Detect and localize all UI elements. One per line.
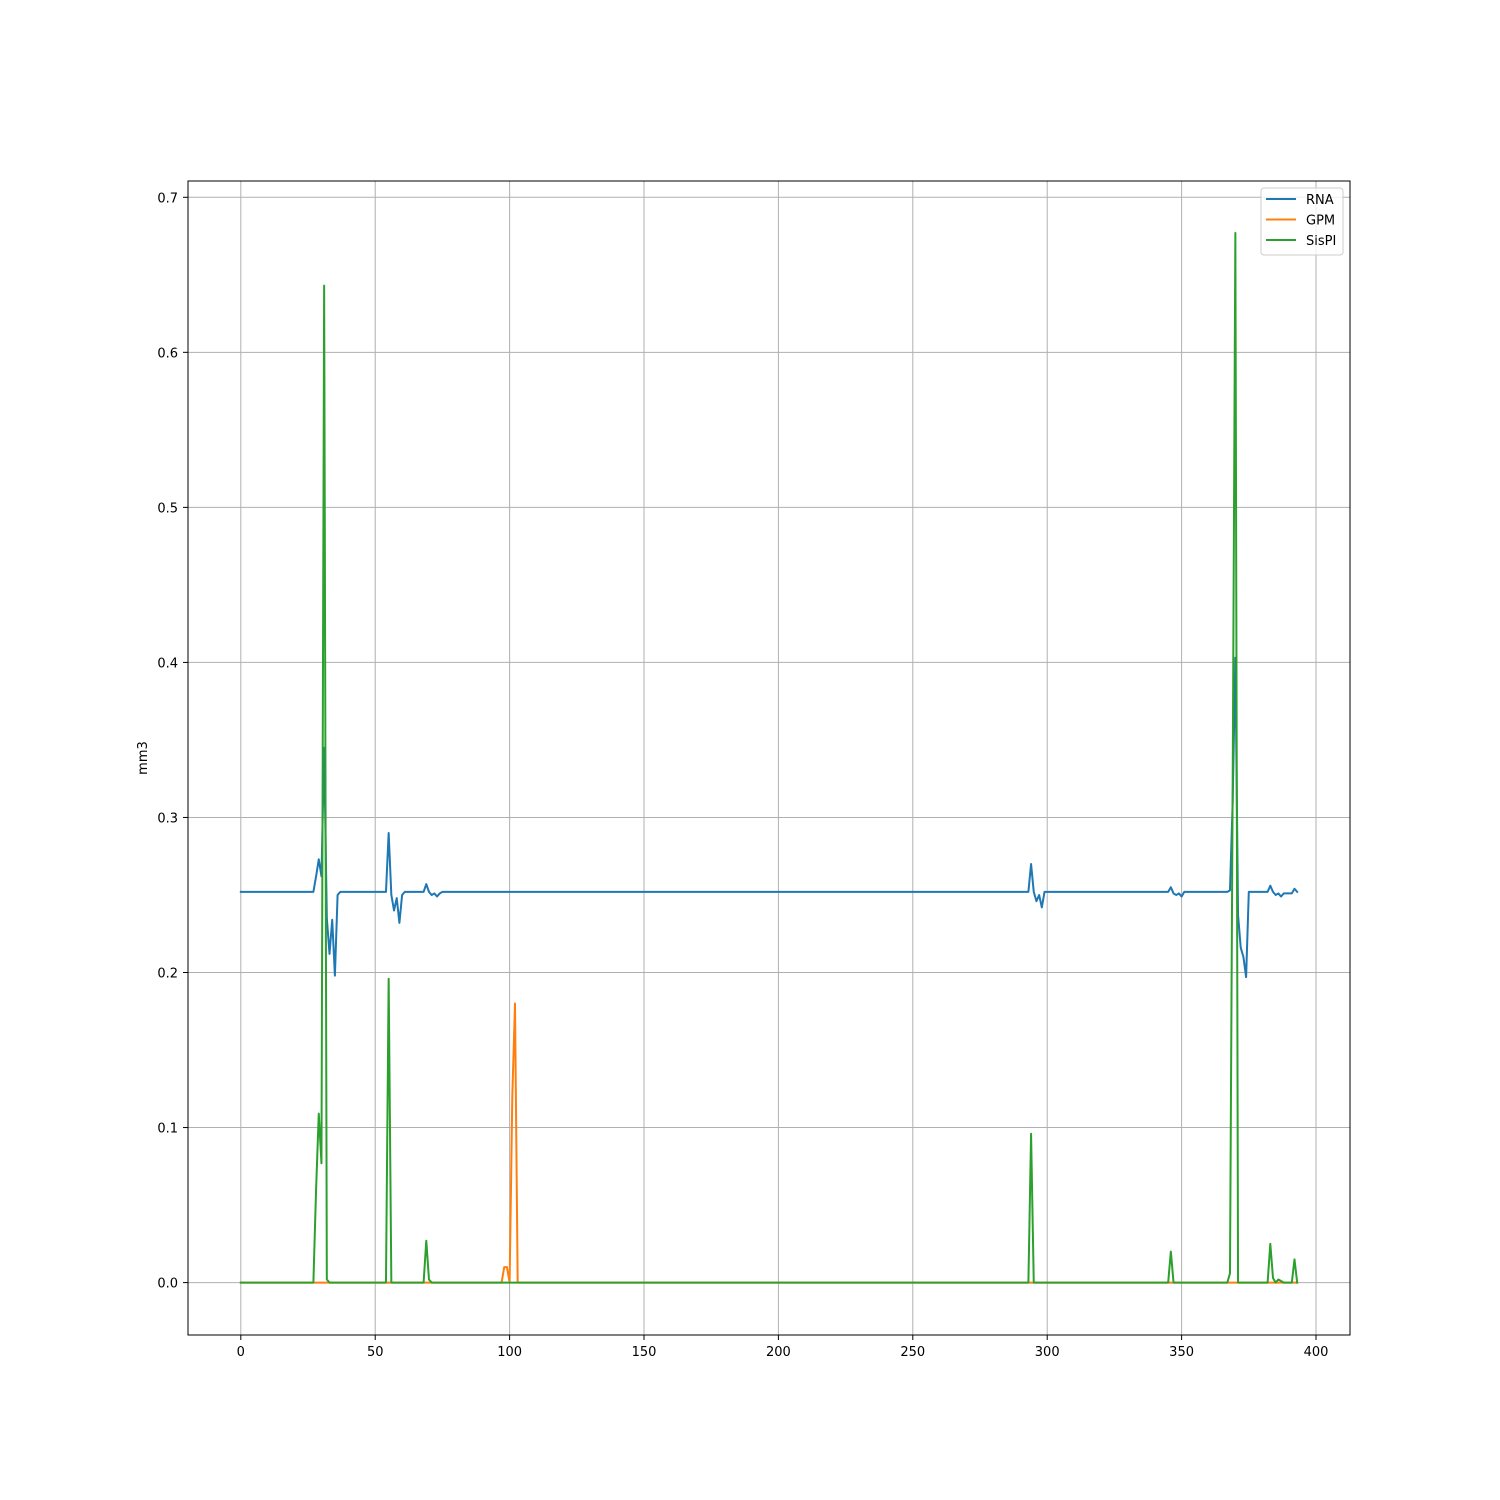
- legend-label-rna: RNA: [1306, 193, 1334, 208]
- x-tick-label: 300: [1035, 1345, 1060, 1360]
- y-tick-label: 0.1: [157, 1122, 178, 1137]
- y-tick-label: 0.6: [157, 346, 178, 361]
- x-tick-label: 200: [766, 1345, 791, 1360]
- y-tick-label: 0.4: [157, 656, 178, 671]
- x-tick-label: 100: [497, 1345, 522, 1360]
- x-tick-label: 250: [900, 1345, 925, 1360]
- x-tick-label: 400: [1304, 1345, 1329, 1360]
- y-tick-label: 0.2: [157, 967, 178, 982]
- legend-box: [1260, 187, 1344, 256]
- legend: RNA GPM SisPI: [1260, 187, 1344, 256]
- x-axis: 0 50 100 150 200 250 300 350 400: [237, 1335, 1329, 1360]
- x-tick-label: 350: [1169, 1345, 1194, 1360]
- plot-frame: [187, 180, 1351, 1336]
- series-group: [239, 231, 1299, 1284]
- y-tick-label: 0.3: [157, 811, 178, 826]
- x-tick-label: 0: [237, 1345, 245, 1360]
- legend-label-gpm: GPM: [1306, 214, 1335, 229]
- series-line-rna: [239, 656, 1299, 979]
- y-axis-label: mm3: [136, 741, 151, 775]
- y-tick-label: 0.5: [157, 501, 178, 516]
- y-tick-label: 0.7: [157, 191, 178, 206]
- y-tick-label: 0.0: [157, 1277, 178, 1292]
- legend-label-sispi: SisPI: [1306, 234, 1336, 249]
- x-tick-label: 150: [632, 1345, 657, 1360]
- x-tick-label: 50: [367, 1345, 384, 1360]
- series-line-sispi: [239, 231, 1299, 1284]
- y-axis: 0.0 0.1 0.2 0.3 0.4 0.5 0.6 0.7: [157, 191, 188, 1292]
